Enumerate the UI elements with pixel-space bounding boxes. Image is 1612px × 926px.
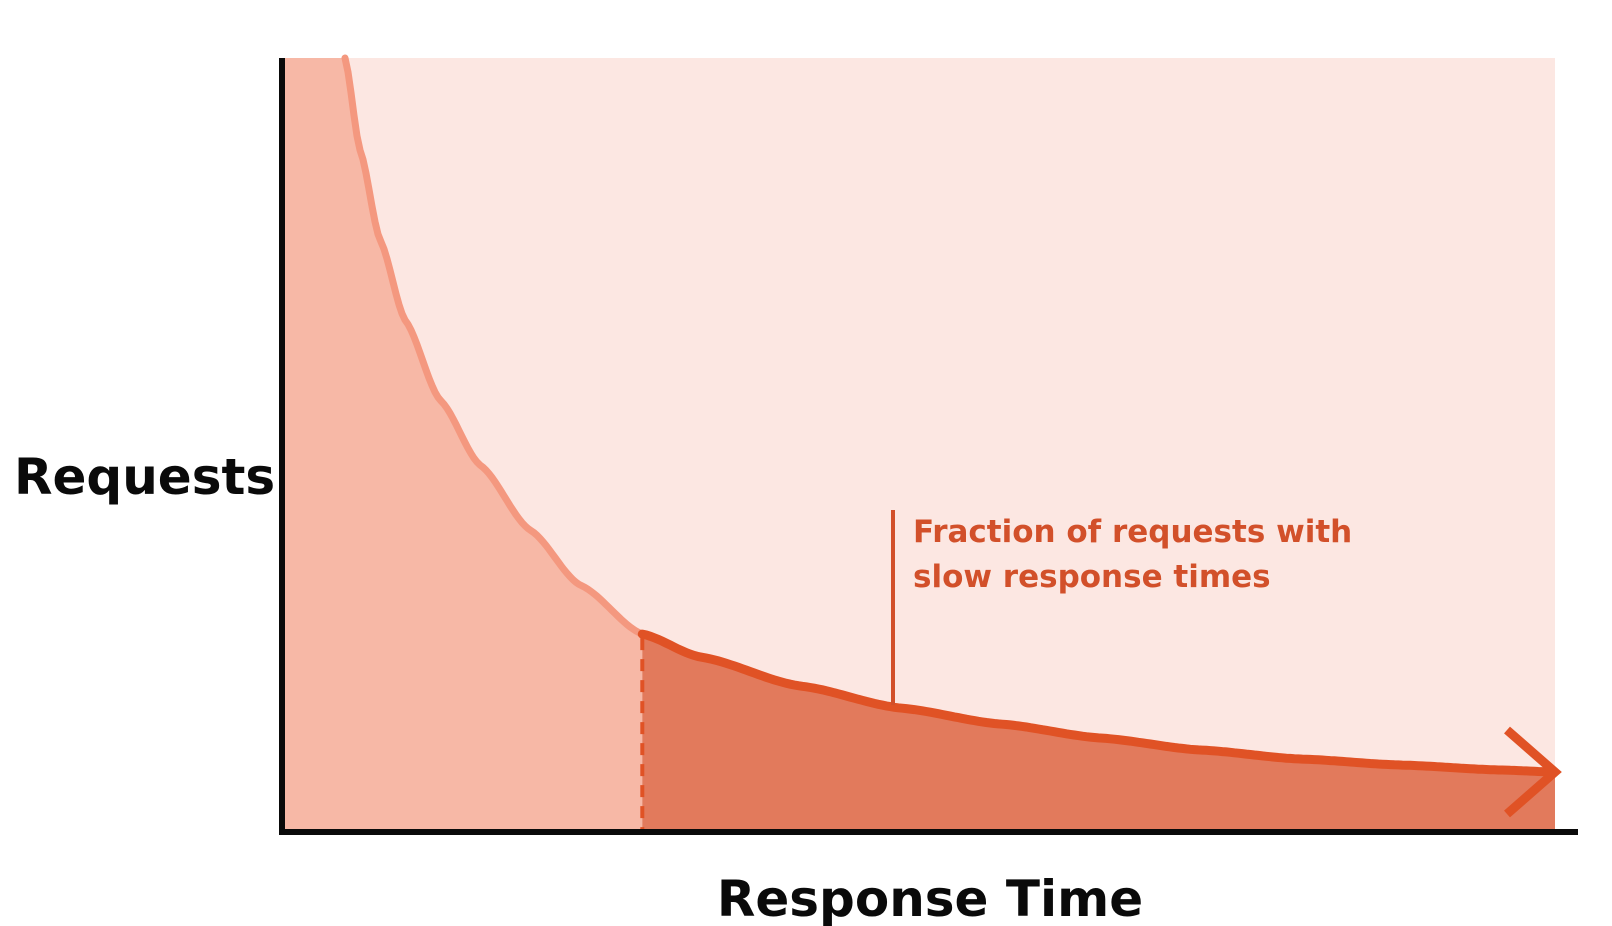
y-axis-label: Requests: [14, 448, 275, 506]
distribution-curve-fast: [341, 54, 646, 638]
x-axis-label: Response Time: [717, 870, 1143, 926]
annotation-text: Fraction of requests with slow response …: [913, 514, 1363, 595]
distribution-curve-slow: [637, 629, 1554, 777]
annotation-line-1: Fraction of requests with: [913, 514, 1352, 550]
annotation-line-2: slow response times: [913, 559, 1271, 595]
slow-requests-area: [642, 634, 1555, 830]
curve-arrowhead: [1504, 726, 1562, 818]
